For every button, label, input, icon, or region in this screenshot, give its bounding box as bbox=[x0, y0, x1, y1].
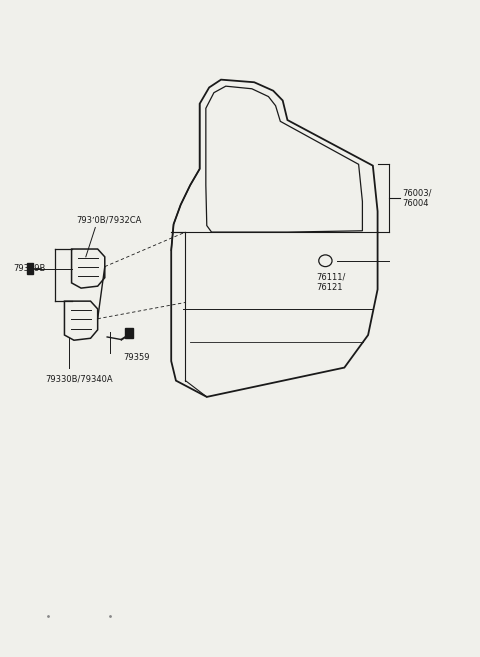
Text: 79330B/79340A: 79330B/79340A bbox=[46, 374, 113, 383]
Polygon shape bbox=[125, 328, 133, 338]
Text: 76003/
76004: 76003/ 76004 bbox=[402, 189, 432, 208]
Text: 79359: 79359 bbox=[124, 353, 150, 362]
Text: 76111/
76121: 76111/ 76121 bbox=[316, 273, 345, 292]
Text: 79359B: 79359B bbox=[13, 264, 46, 273]
Polygon shape bbox=[26, 263, 33, 274]
Text: 793ʼ0B/7932CA: 793ʼ0B/7932CA bbox=[76, 215, 142, 224]
